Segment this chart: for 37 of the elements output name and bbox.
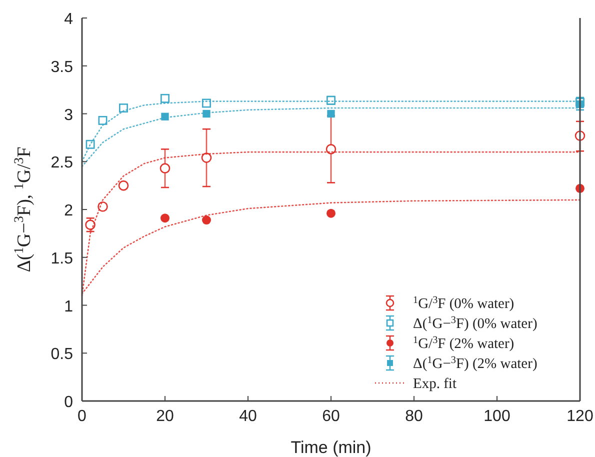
x-tick-label: 0 <box>78 408 87 425</box>
x-tick-label: 60 <box>322 408 340 425</box>
y-tick-label: 0.5 <box>50 346 74 364</box>
y-tick-label: 3.5 <box>50 58 74 76</box>
point <box>326 208 336 218</box>
x-tick-label: 100 <box>484 408 510 425</box>
point <box>327 110 335 118</box>
point <box>119 104 128 112</box>
y-tick-label: 2 <box>64 202 74 220</box>
y-tick-label: 2.5 <box>50 154 74 172</box>
point <box>85 220 96 230</box>
point <box>98 201 108 212</box>
x-tick-label: 80 <box>405 408 423 425</box>
y-tick-label: 3 <box>64 106 74 124</box>
point <box>202 216 211 225</box>
point <box>201 152 212 163</box>
point <box>326 144 336 154</box>
y-tick-label: 1 <box>64 298 74 316</box>
legend-label: Δ($^{1}$G−$^{3}$F) (2% water) <box>413 354 538 372</box>
point <box>202 110 210 118</box>
point <box>98 116 108 125</box>
y-tick-label: 0 <box>64 394 74 411</box>
point <box>161 112 169 120</box>
point <box>160 94 170 103</box>
point <box>160 214 170 223</box>
x-tick-label: 120 <box>566 408 594 425</box>
x-tick-label: 20 <box>156 408 174 425</box>
legend-label: Δ($^{1}$G−$^{3}$F) (0% water) <box>413 314 538 332</box>
legend-label: $^{1}$G/$^{3}$F (0% water) <box>413 294 514 312</box>
point <box>160 163 170 174</box>
point <box>118 180 129 191</box>
x-axis-title: Time (min) <box>290 438 372 457</box>
y-tick-label: 1.5 <box>50 250 74 268</box>
y-tick-label: 4 <box>64 11 74 28</box>
x-tick-label: 40 <box>239 408 257 425</box>
legend-label: Exp. fit <box>413 376 456 392</box>
legend-label: $^{1}$G/$^{3}$F (2% water) <box>413 334 514 352</box>
